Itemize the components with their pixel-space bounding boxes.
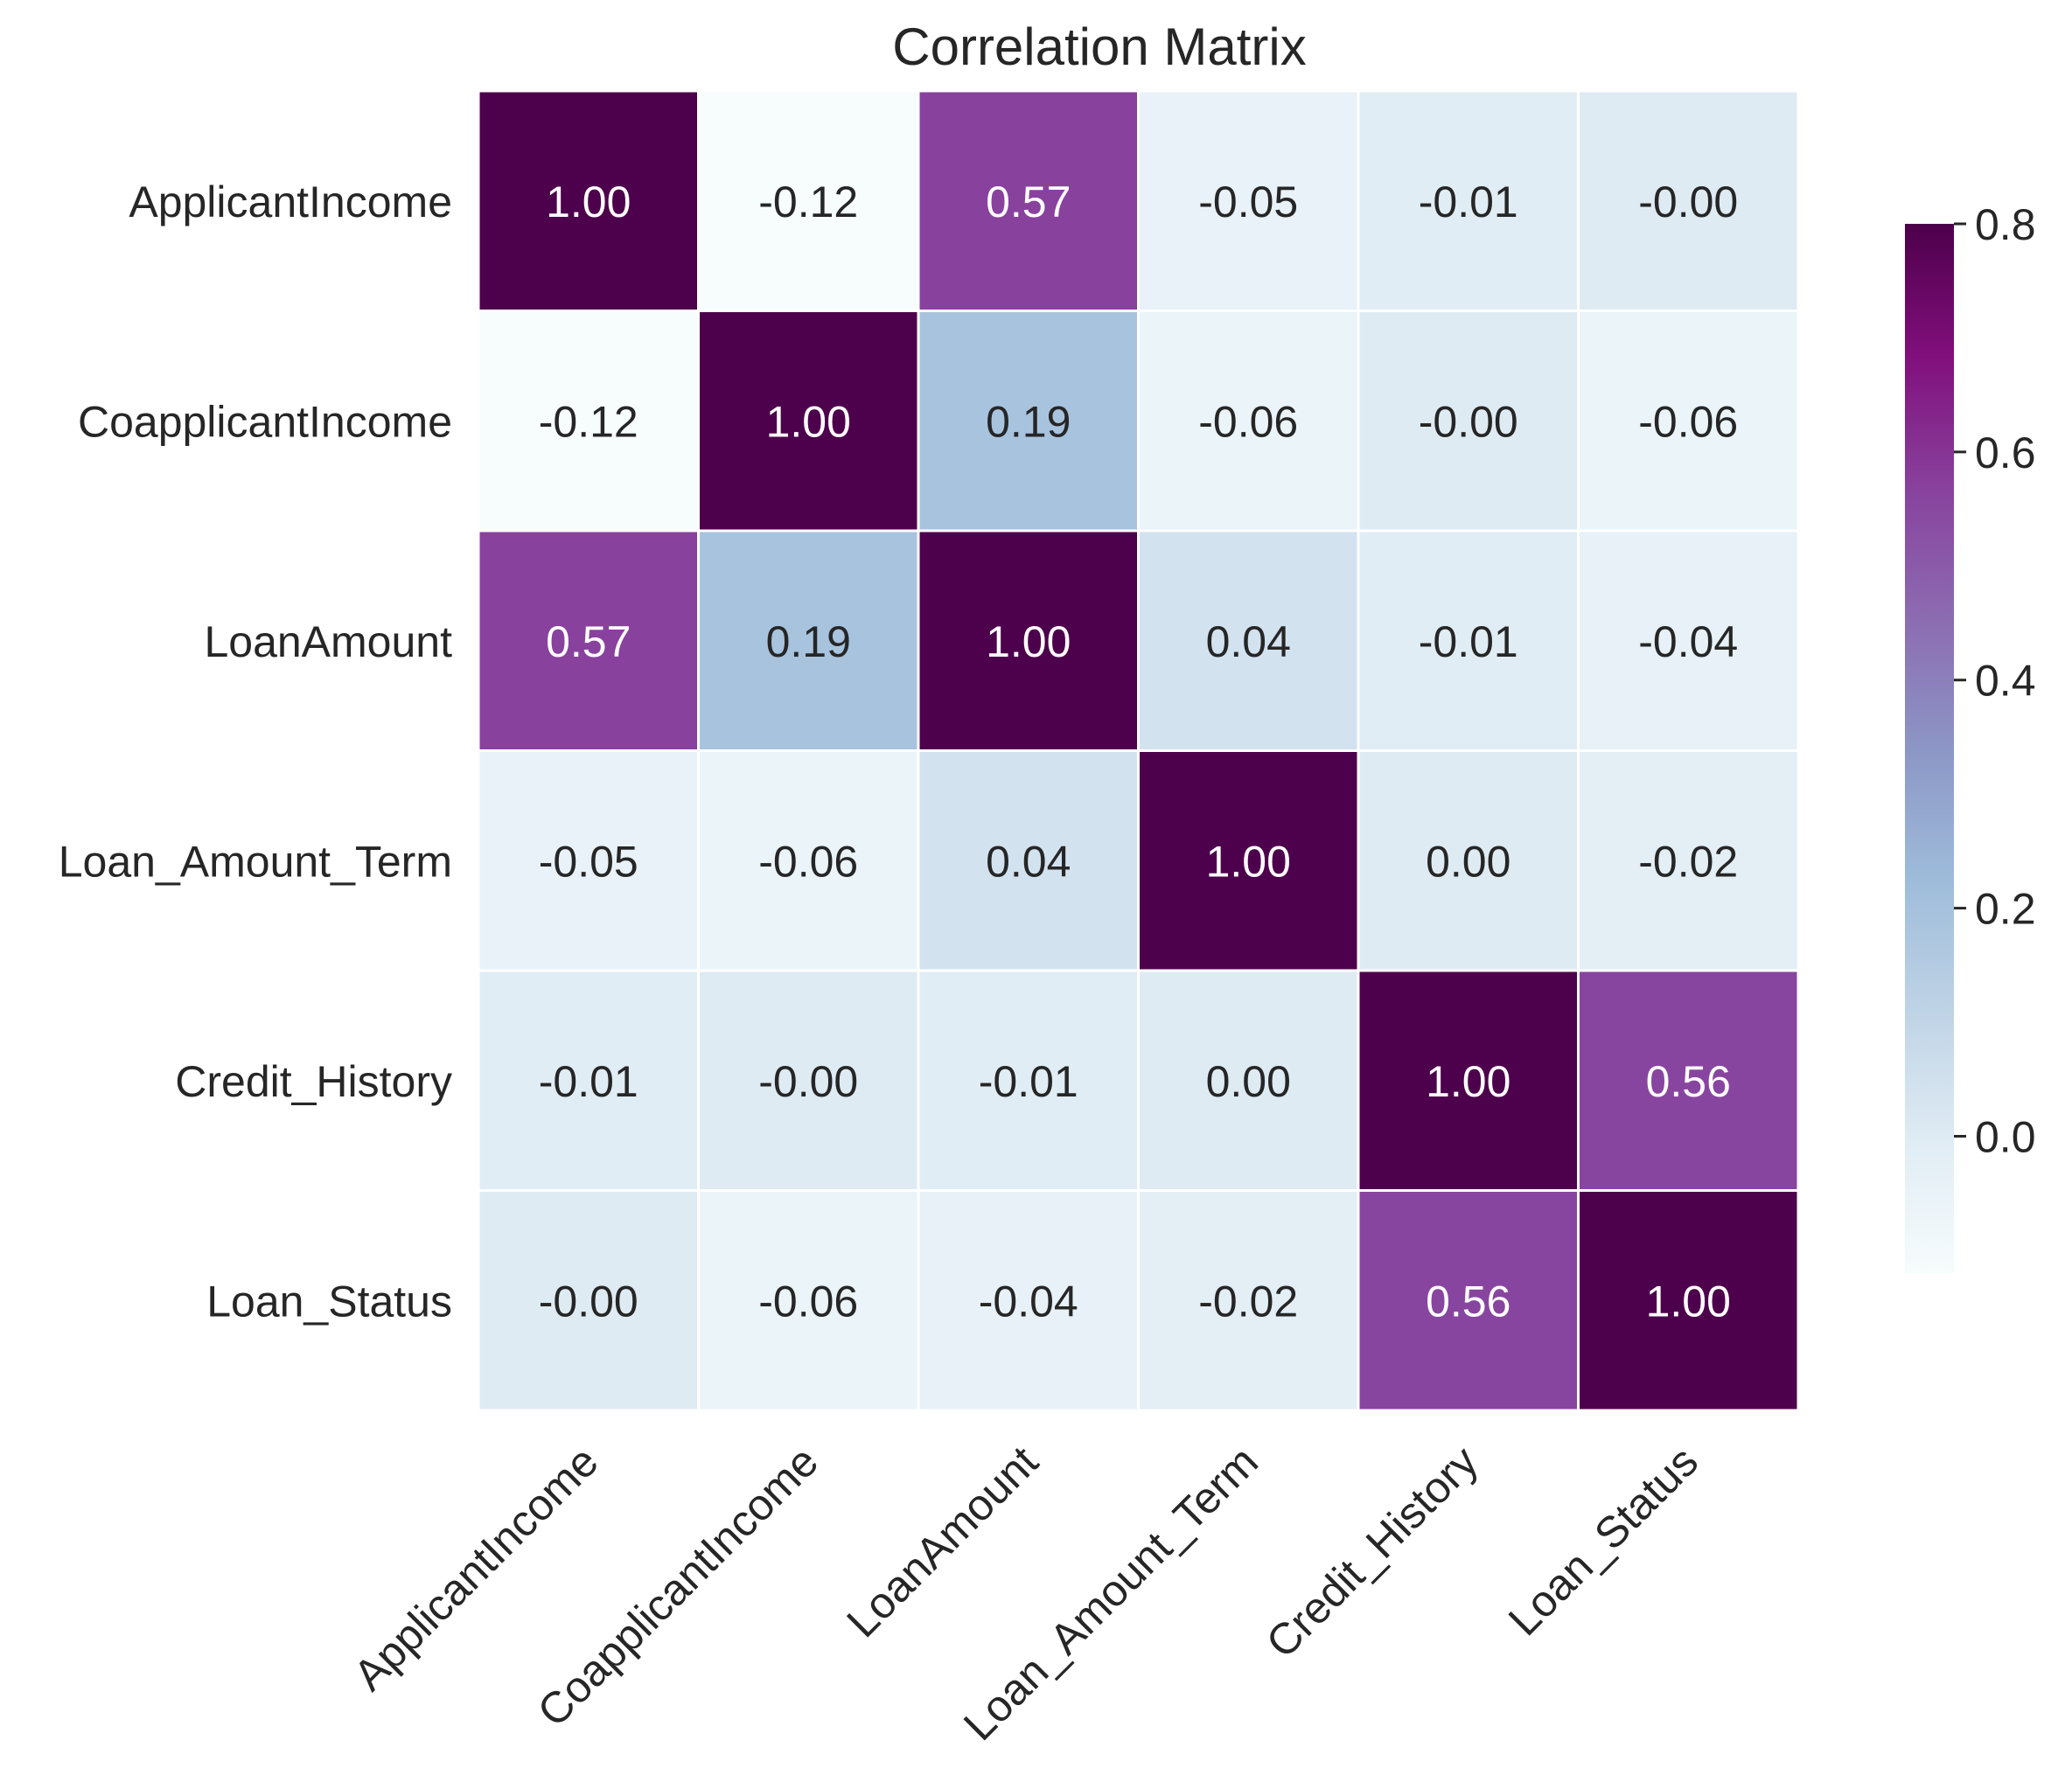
heatmap-cell-5-5	[1577, 1189, 1800, 1412]
cell-value-label: 0.00	[1426, 837, 1510, 886]
heatmap-cell-5-3	[1137, 1189, 1360, 1412]
heatmap-cell-2-1	[697, 529, 920, 752]
y-tick-label: Credit_History	[175, 1057, 452, 1106]
cell-value-label: -0.06	[1638, 397, 1738, 446]
cell-value-label: -0.05	[1198, 178, 1298, 226]
heatmap-cell-2-5	[1577, 529, 1800, 752]
heatmap-cell-0-1	[697, 89, 920, 312]
cell-value-label: 0.04	[986, 837, 1071, 886]
cell-value-label: 1.00	[766, 397, 851, 446]
x-tick-label: Loan_Status	[1499, 1437, 1707, 1645]
heatmap-cell-0-4	[1357, 89, 1580, 312]
y-tick-label: Loan_Status	[206, 1277, 452, 1326]
cell-value-label: -0.06	[1198, 397, 1298, 446]
x-tick-label: Credit_History	[1257, 1437, 1488, 1667]
cell-value-label: -0.05	[539, 837, 638, 886]
y-tick-label: LoanAmount	[204, 617, 452, 666]
cell-value-label: -0.02	[1638, 837, 1738, 886]
cell-value-label: 1.00	[986, 617, 1071, 666]
cell-value-label: -0.04	[1638, 617, 1738, 666]
cell-value-label: -0.01	[539, 1057, 638, 1106]
cell-value-label: 1.00	[1206, 837, 1291, 886]
cell-value-label: 0.56	[1426, 1277, 1510, 1326]
colorbar-tick-label: 0.8	[1975, 200, 2036, 249]
y-tick-label: ApplicantIncome	[129, 178, 452, 226]
heatmap-cell-4-3	[1137, 969, 1360, 1192]
heatmap-cell-0-0	[477, 89, 700, 312]
heatmap-cell-4-2	[917, 969, 1140, 1192]
heatmap-cell-3-1	[697, 749, 920, 972]
cell-value-label: -0.02	[1198, 1277, 1298, 1326]
heatmap-cell-2-0	[477, 529, 700, 752]
cell-value-label: 1.00	[1646, 1277, 1731, 1326]
cell-value-label: -0.01	[1419, 617, 1518, 666]
cell-value-label: -0.06	[758, 1277, 858, 1326]
heatmap-cell-4-0	[477, 969, 700, 1192]
cell-value-label: 1.00	[546, 178, 631, 226]
heatmap-cell-3-5	[1577, 749, 1800, 972]
heatmap-cell-0-2	[917, 89, 1140, 312]
cell-value-label: 0.04	[1206, 617, 1291, 666]
heatmap-cell-3-3	[1137, 749, 1360, 972]
cell-value-label: 0.19	[766, 617, 851, 666]
y-tick-label: CoapplicantIncome	[78, 397, 452, 446]
heatmap-cell-2-4	[1357, 529, 1580, 752]
x-tick-label: LoanAmount	[837, 1437, 1047, 1646]
colorbar-gradient	[1905, 224, 1954, 1273]
y-tick-label: Loan_Amount_Term	[59, 837, 452, 886]
heatmap-cell-5-0	[477, 1189, 700, 1412]
heatmap-cell-1-5	[1577, 310, 1800, 533]
cell-value-label: 0.56	[1646, 1057, 1731, 1106]
cell-value-label: 1.00	[1426, 1057, 1510, 1106]
colorbar-tick-label: 0.2	[1975, 885, 2036, 934]
heatmap-cell-3-2	[917, 749, 1140, 972]
heatmap-cell-3-4	[1357, 749, 1580, 972]
heatmap-cell-4-4	[1357, 969, 1580, 1192]
cell-value-label: 0.57	[546, 617, 631, 666]
colorbar-tick-label: 0.4	[1975, 657, 2036, 706]
colorbar-tick-label: 0.0	[1975, 1112, 2036, 1161]
heatmap-cell-3-0	[477, 749, 700, 972]
heatmap-cell-4-5	[1577, 969, 1800, 1192]
cell-value-label: -0.00	[1419, 397, 1518, 446]
heatmap-cell-1-1	[697, 310, 920, 533]
cell-value-label: -0.12	[539, 397, 638, 446]
cell-value-label: -0.12	[758, 178, 858, 226]
heatmap-cell-1-3	[1137, 310, 1360, 533]
heatmap-cell-0-3	[1137, 89, 1360, 312]
cell-value-label: -0.00	[539, 1277, 638, 1326]
heatmap-cell-2-3	[1137, 529, 1360, 752]
y-axis-tick-labels: ApplicantIncome CoapplicantIncome LoanAmou…	[59, 178, 452, 1326]
cell-value-label: -0.06	[758, 837, 858, 886]
colorbar: 0.0 0.2 0.4 0.6 0.8	[1905, 200, 2036, 1273]
heatmap-cells: 1.00 -0.12 0.57 -0.05 -0.01 -0.00 -0.12 1.00 0.1…	[477, 89, 1800, 1412]
cell-value-label: 0.57	[986, 178, 1071, 226]
chart-title: Correlation Matrix	[892, 17, 1306, 76]
heatmap-cell-5-4	[1357, 1189, 1580, 1412]
cell-value-label: -0.04	[979, 1277, 1078, 1326]
cell-value-label: -0.01	[979, 1057, 1078, 1106]
cell-value-label: 0.00	[1206, 1057, 1291, 1106]
colorbar-tick-label: 0.6	[1975, 428, 2036, 477]
cell-value-label: 0.19	[986, 397, 1071, 446]
cell-value-label: -0.01	[1419, 178, 1518, 226]
heatmap-cell-0-5	[1577, 89, 1800, 312]
cell-value-label: -0.00	[1638, 178, 1738, 226]
cell-value-label: -0.00	[758, 1057, 858, 1106]
